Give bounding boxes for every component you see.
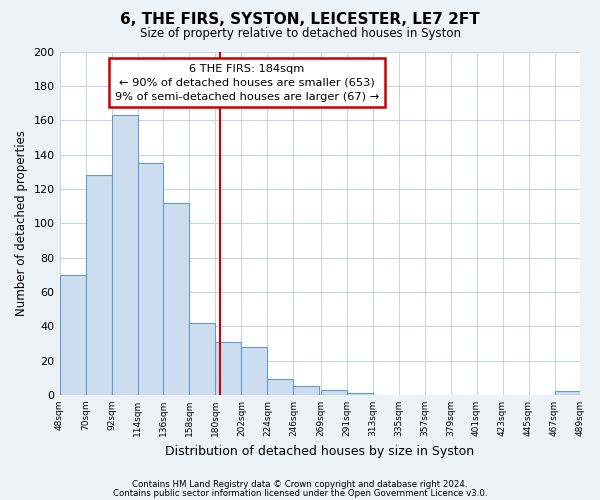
Bar bbox=[268, 380, 293, 395]
Text: 6, THE FIRS, SYSTON, LEICESTER, LE7 2FT: 6, THE FIRS, SYSTON, LEICESTER, LE7 2FT bbox=[120, 12, 480, 28]
Bar bbox=[163, 202, 190, 395]
Bar bbox=[554, 392, 580, 395]
Bar bbox=[59, 274, 86, 395]
Bar bbox=[320, 390, 347, 395]
Text: Contains HM Land Registry data © Crown copyright and database right 2024.: Contains HM Land Registry data © Crown c… bbox=[132, 480, 468, 489]
Bar bbox=[347, 393, 373, 395]
Bar bbox=[137, 163, 163, 395]
Y-axis label: Number of detached properties: Number of detached properties bbox=[15, 130, 28, 316]
Bar bbox=[112, 115, 137, 395]
Text: 6 THE FIRS: 184sqm
← 90% of detached houses are smaller (653)
9% of semi-detache: 6 THE FIRS: 184sqm ← 90% of detached hou… bbox=[115, 64, 379, 102]
Bar bbox=[190, 323, 215, 395]
Bar bbox=[241, 347, 268, 395]
X-axis label: Distribution of detached houses by size in Syston: Distribution of detached houses by size … bbox=[166, 444, 475, 458]
Bar bbox=[293, 386, 319, 395]
Bar bbox=[215, 342, 241, 395]
Text: Size of property relative to detached houses in Syston: Size of property relative to detached ho… bbox=[139, 28, 461, 40]
Text: Contains public sector information licensed under the Open Government Licence v3: Contains public sector information licen… bbox=[113, 488, 487, 498]
Bar bbox=[86, 175, 112, 395]
